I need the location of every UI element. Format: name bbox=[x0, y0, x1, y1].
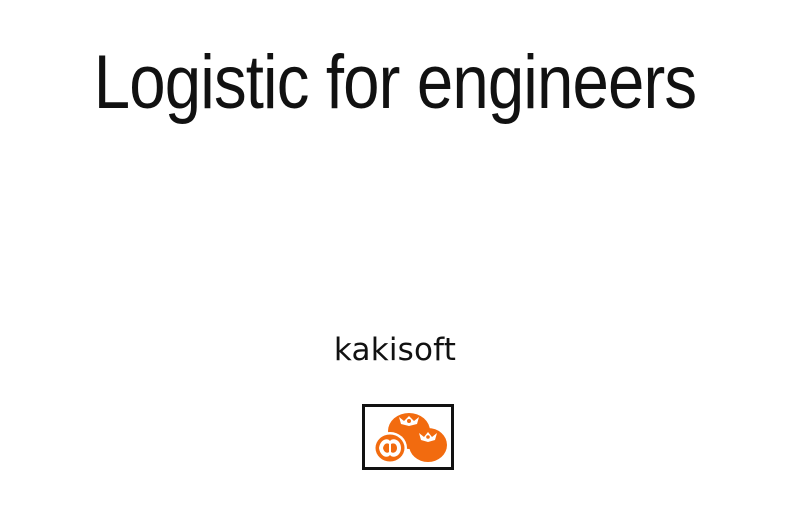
persimmon-fruits-icon bbox=[373, 413, 447, 464]
slide-title: Logistic for engineers bbox=[93, 40, 697, 125]
logo bbox=[362, 404, 454, 470]
author-name: kakisoft bbox=[333, 332, 457, 368]
